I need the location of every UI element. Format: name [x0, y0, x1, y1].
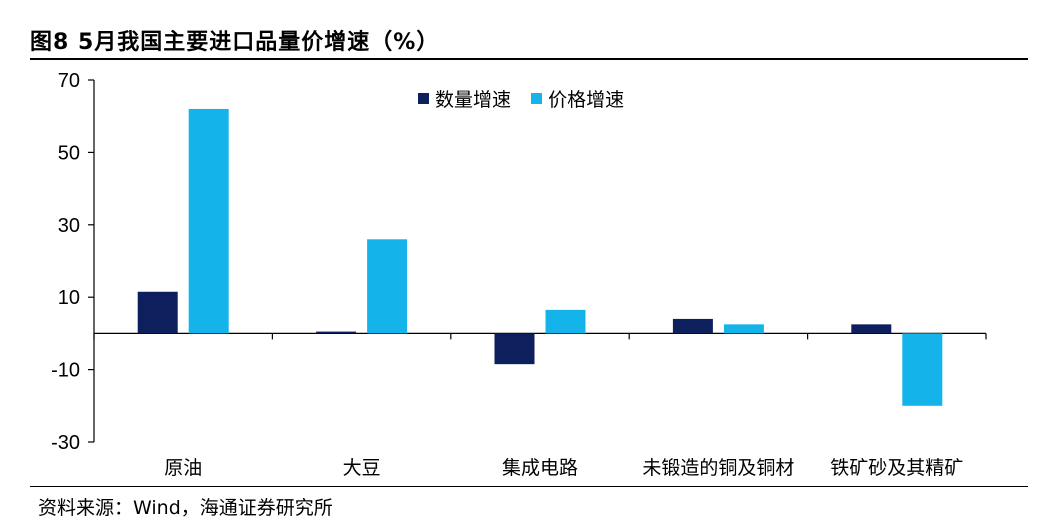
source-bar: 资料来源：Wind，海通证券研究所	[30, 486, 1028, 519]
bar-price	[723, 324, 764, 334]
bar-quantity	[672, 318, 713, 334]
y-tick-label: 70	[58, 70, 80, 92]
bar-price	[367, 239, 408, 334]
bar-price	[188, 108, 229, 334]
bar-quantity	[851, 324, 892, 334]
chart-title: 图8 5月我国主要进口品量价增速（%）	[30, 30, 440, 55]
x-category-label: 集成电路	[502, 457, 578, 479]
legend-label-price: 价格增速	[548, 89, 625, 111]
title-bar: 图8 5月我国主要进口品量价增速（%）	[30, 22, 1028, 60]
source-note: 资料来源：Wind，海通证券研究所	[38, 497, 333, 519]
bar-price	[902, 333, 943, 406]
chart-legend: 数量增速 价格增速	[418, 85, 638, 112]
bar-quantity	[137, 291, 178, 334]
x-category-label: 大豆	[343, 457, 381, 479]
legend-swatch-quantity	[418, 93, 429, 104]
x-category-label: 未锻造的铜及铜材	[642, 457, 794, 479]
y-tick-label: 30	[58, 215, 80, 237]
legend-swatch-price	[531, 93, 543, 104]
x-category-label: 原油	[164, 457, 202, 479]
y-tick-label: -10	[51, 360, 80, 382]
bar-quantity	[494, 333, 535, 365]
y-tick-label: 10	[58, 287, 80, 309]
y-tick-label: 50	[58, 142, 80, 164]
bar-price	[545, 309, 586, 334]
bar-chart: 70 50 30 10 -10 -30 原油 大豆 集成电路 未锻造的铜及铜材 铁矿砂及其精矿	[51, 70, 987, 479]
legend-label-quantity: 数量增速	[435, 89, 512, 111]
x-category-label: 铁矿砂及其精矿	[830, 457, 963, 479]
bar-quantity	[316, 331, 357, 334]
legend-item-price: 价格增速	[531, 85, 624, 112]
y-tick-label: -30	[51, 432, 80, 454]
legend-item-quantity: 数量增速	[418, 85, 511, 112]
